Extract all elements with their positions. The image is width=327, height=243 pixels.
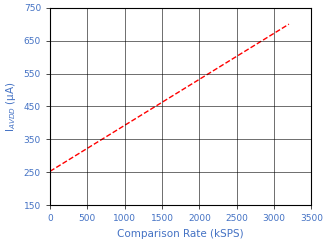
Y-axis label: I$_{AVDD}$ (μA): I$_{AVDD}$ (μA) [4, 81, 18, 132]
X-axis label: Comparison Rate (kSPS): Comparison Rate (kSPS) [117, 229, 244, 239]
